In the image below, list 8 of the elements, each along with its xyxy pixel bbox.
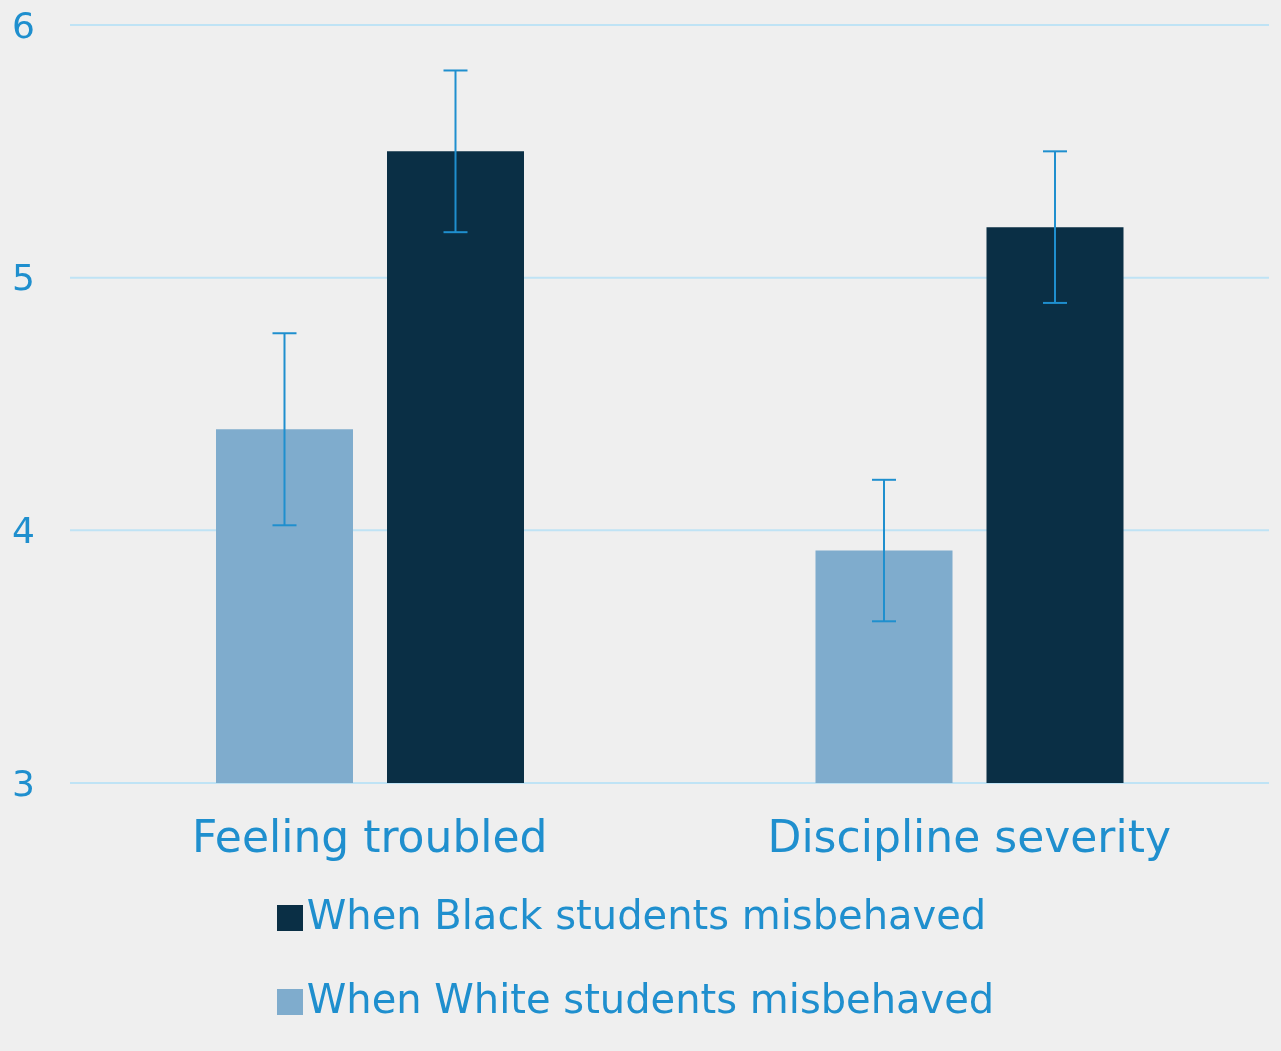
y-tick-label: 4 (12, 510, 35, 552)
y-tick-label: 6 (12, 4, 35, 46)
y-tick-label: 3 (12, 762, 35, 804)
legend-label: When Black students misbehaved (306, 892, 987, 938)
x-tick-label: Feeling troubled (191, 811, 548, 863)
x-tick-label: Discipline severity (767, 811, 1171, 863)
y-tick-label: 5 (12, 257, 35, 299)
legend-label: When White students misbehaved (306, 976, 995, 1022)
